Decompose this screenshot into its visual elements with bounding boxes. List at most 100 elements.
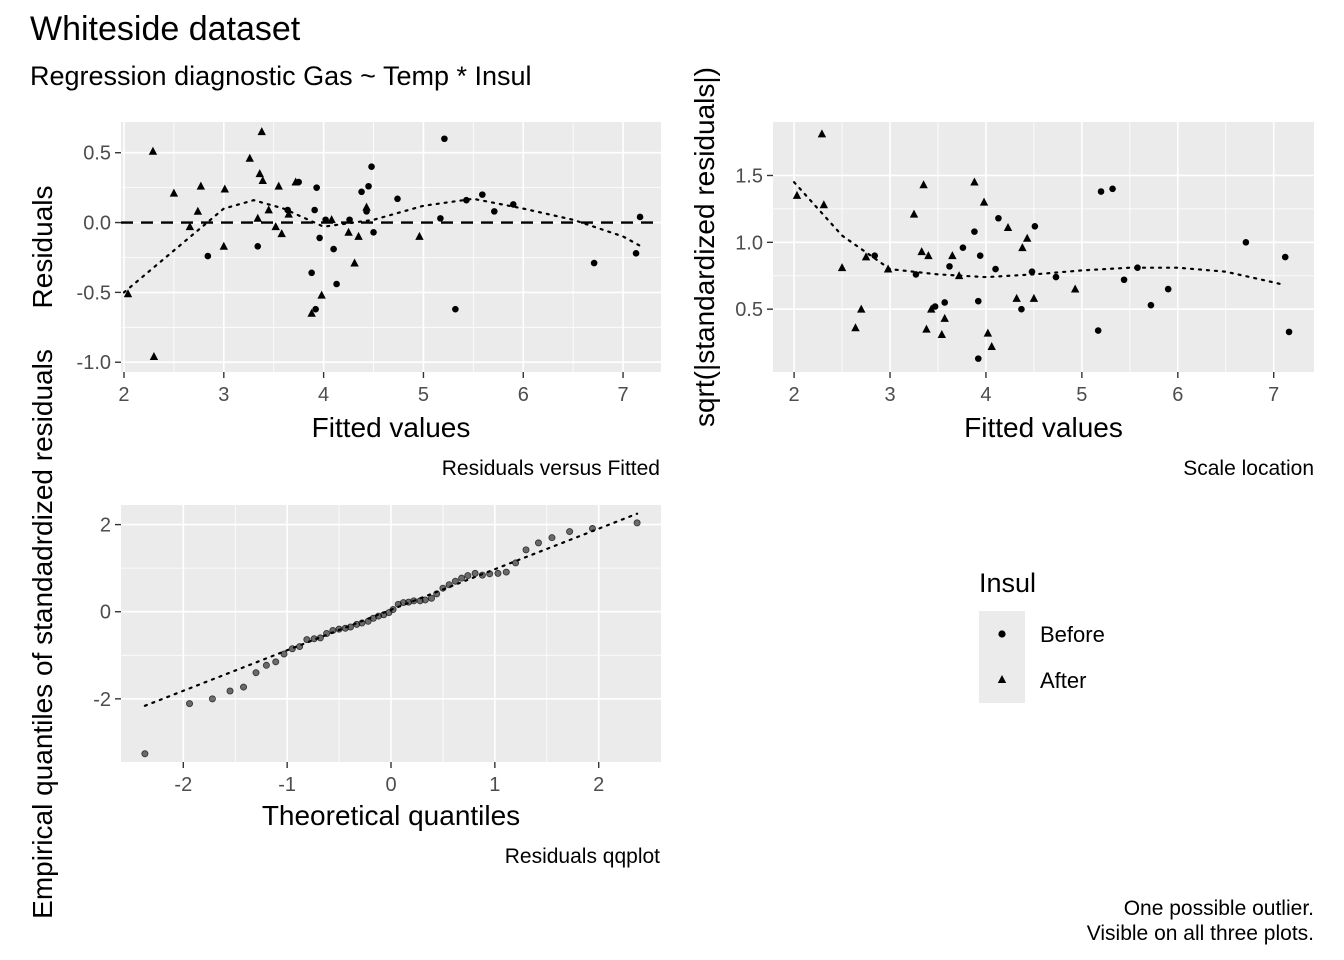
qq-point [280,650,288,658]
point-before [974,297,982,305]
point-after [220,184,230,193]
point-before [479,191,486,198]
y-tick-label: -2 [93,689,111,711]
qq-point [421,596,429,604]
point-after [1003,223,1013,232]
x-tick-label: 2 [593,774,604,796]
qq-point [522,546,530,554]
x-axis-title: Theoretical quantiles [262,800,520,831]
qq-point [329,626,337,634]
point-before [463,196,470,204]
qq-point [364,617,372,625]
x-tick-label: 7 [1268,384,1279,406]
point-before [316,234,323,242]
y-tick-label: -0.5 [77,282,111,304]
point-before [1097,188,1105,195]
point-before [931,303,939,310]
y-tick-label: 0.5 [735,299,763,321]
point-after [927,304,936,313]
point-after [817,129,827,138]
y-tick-label: 0.5 [83,143,111,165]
qq-point [410,597,418,605]
point-after [327,215,336,224]
point-after [291,177,300,186]
x-tick-label: 0 [385,774,396,796]
qq-point [566,528,574,536]
qq-point [433,590,441,598]
point-after [271,222,280,231]
residuals-qqplot-panel: -2 -1 0 1 2 -2 0 2 Theoretical quantiles Empirica… [27,349,661,919]
qq-point [346,623,354,631]
point-after [917,247,926,256]
point-after [196,181,206,190]
point-after [937,329,947,338]
smooth-curve [793,181,1287,287]
point-before [1147,301,1155,309]
point-before [1028,268,1036,276]
point-before [509,201,517,208]
point-after [909,209,919,218]
smooth-curve [122,197,643,294]
qq-point [262,661,270,669]
point-before [974,355,982,362]
qq-point [458,574,466,582]
qq-point [464,572,472,580]
point-before [311,206,318,214]
point-after [277,229,286,238]
point-before [971,228,978,235]
point-after [851,323,860,332]
x-tick-label: -1 [278,774,296,796]
qq-point [588,525,596,533]
point-before [1018,305,1025,313]
qq-point [226,687,234,695]
point-after [284,209,293,218]
point-before [871,252,878,259]
point-before [959,244,967,251]
point-before [313,184,320,191]
point-before [370,229,377,236]
qq-point [335,625,343,633]
x-tick-label: 4 [318,384,329,406]
point-before [452,305,459,313]
point-before [636,213,644,221]
point-before [1052,273,1060,281]
point-before [441,135,448,143]
y-tick-label: 1.5 [735,165,763,187]
caption-scale-location: Scale location [1183,457,1314,480]
x-tick-label: 5 [1076,384,1087,406]
point-after [344,227,353,236]
note-line-2: Visible on all three plots. [1087,922,1314,945]
figure-title: Whiteside dataset [30,10,301,48]
point-before [365,182,372,190]
point-before [322,216,329,224]
point-before [590,259,598,267]
y-tick-label: -1.0 [77,352,111,374]
qq-point [310,635,318,643]
x-tick-label: 2 [789,384,800,406]
point-before [995,214,1002,222]
point-before [941,299,949,306]
point-before [333,280,340,288]
qq-point [427,594,435,602]
point-after [924,251,933,260]
point-after [169,188,179,197]
point-before [632,249,640,257]
point-after [857,304,866,313]
qq-point [502,568,510,576]
qq-point [252,669,260,677]
x-axis-title: Fitted values [964,412,1123,443]
point-after [922,324,931,333]
x-tick-label: 4 [980,384,991,406]
point-before [330,245,337,253]
point-after [354,231,363,240]
point-after [253,213,262,222]
point-after [350,258,359,267]
point-after [257,127,266,136]
point-after [415,231,424,240]
point-after [258,176,267,185]
y-axis-title: sqrt(|standardized residuals|) [689,67,720,427]
qq-point [208,695,216,703]
point-before [1094,327,1102,334]
point-after [940,313,949,322]
